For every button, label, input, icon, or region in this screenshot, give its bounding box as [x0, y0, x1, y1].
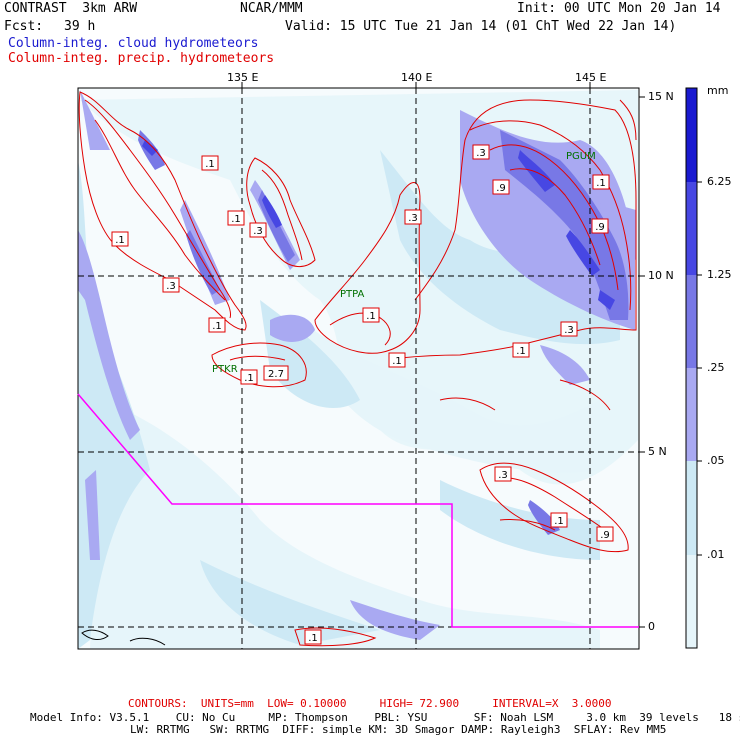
cloud-field-dark	[142, 140, 615, 310]
lat-tick-10n: 10 N	[648, 269, 674, 282]
contour-labels: .1 .1 .1 .3 .3 .1 .1 .1 2.7 .1 .3 .1 .9 .3 .9 .1 .3 .3 .1.…	[111, 144, 614, 645]
contour-label-box	[560, 321, 578, 337]
map-frame	[77, 87, 640, 650]
contour-label-box	[240, 369, 258, 385]
axis-ticks	[241, 82, 645, 628]
lat-tick-15n: 15 N	[648, 90, 674, 103]
contour-label-box	[263, 365, 289, 381]
valid-time: Valid: 15 UTC Tue 21 Jan 14 (01 ChT Wed …	[285, 19, 677, 34]
colorbar-label: 6.25	[707, 175, 732, 188]
contour-label-box	[492, 179, 510, 195]
contour-label-box	[472, 144, 490, 160]
colorbar-segment	[686, 88, 697, 182]
contour-label: .1	[115, 235, 125, 246]
contour-label-box	[249, 222, 267, 238]
init-time: Init: 00 UTC Mon 20 Jan 14	[517, 1, 721, 16]
field-precip-label: Column-integ. precip. hydrometeors	[8, 51, 275, 66]
contour-label: .3	[476, 148, 486, 159]
lat-tick-5n: 5 N	[648, 445, 667, 458]
station-label: PTPA	[340, 289, 365, 300]
contour-label: .1	[554, 516, 564, 527]
contour-label: .1	[231, 214, 241, 225]
contour-label: 2.7	[268, 369, 284, 380]
cloud-field-lavender	[78, 90, 636, 640]
org-label: NCAR/MMM	[240, 1, 303, 16]
contour-label: .1	[244, 373, 254, 384]
contour-label: .1	[308, 633, 318, 644]
contour-label-box	[550, 512, 568, 528]
contour-label-box	[201, 155, 219, 171]
model-info-line1: Model Info: V3.5.1 CU: No Cu MP: Thompso…	[30, 711, 740, 724]
colorbar-segment	[686, 461, 697, 555]
contour-label-box	[494, 466, 512, 482]
contour-label-box	[162, 277, 180, 293]
precip-contours	[78, 91, 637, 647]
map-field-layer	[78, 88, 639, 649]
contour-label: .1	[366, 311, 376, 322]
station-label: PTKR	[212, 364, 238, 375]
colorbar-segment	[686, 182, 697, 275]
contour-label: .3	[498, 470, 508, 481]
colorbar-label: 1.25	[707, 268, 732, 281]
contour-label-box	[388, 352, 406, 368]
forecast-label: Fcst:	[4, 19, 44, 34]
colorbar-label: .01	[707, 548, 725, 561]
contour-label: .3	[253, 226, 263, 237]
contour-info: CONTOURS: UNITS=mm LOW= 0.10000 HIGH= 72…	[128, 697, 612, 710]
model-info-line2: LW: RRTMG SW: RRTMG DIFF: simple KM: 3D …	[130, 723, 667, 736]
forecast-hour: 39 h	[64, 19, 96, 34]
station-label: PGUM	[566, 151, 596, 162]
contour-label: .1	[212, 321, 222, 332]
contour-label-box	[591, 218, 609, 234]
lon-tick-135: 135 E	[227, 71, 259, 84]
contour-label-box	[512, 342, 530, 358]
contour-label-box	[208, 317, 226, 333]
colorbar-label: .25	[707, 361, 725, 374]
contour-label-box	[111, 231, 129, 247]
colorbar-ticks	[697, 181, 702, 556]
lat-lon-grid	[78, 88, 639, 649]
coastline	[81, 629, 166, 646]
contour-label-box	[362, 307, 380, 323]
colorbar-label: .05	[707, 454, 725, 467]
colorbar	[686, 88, 697, 648]
field-cloud-label: Column-integ. cloud hydrometeors	[8, 36, 259, 51]
contour-label: .3	[166, 281, 176, 292]
contour-label: .1	[596, 178, 606, 189]
colorbar-unit: mm	[707, 84, 729, 97]
contour-label: .1	[516, 346, 526, 357]
contour-label: .3	[564, 325, 574, 336]
contour-label: .9	[600, 530, 610, 541]
colorbar-segment	[686, 368, 697, 461]
lon-tick-140: 140 E	[401, 71, 433, 84]
contour-label-box	[596, 526, 614, 542]
contour-label-box	[592, 174, 610, 190]
contour-label-box	[304, 629, 322, 645]
lat-tick-0: 0	[648, 620, 655, 633]
contour-label: .9	[496, 183, 506, 194]
contour-label: .1	[205, 159, 215, 170]
contour-label-box	[227, 210, 245, 226]
contour-label-box	[404, 209, 422, 225]
contour-label: .3	[408, 213, 418, 224]
lon-tick-145: 145 E	[575, 71, 607, 84]
contour-label: .9	[595, 222, 605, 233]
model-title: CONTRAST 3km ARW	[4, 1, 138, 16]
domain-boundary	[77, 393, 639, 628]
colorbar-segment	[686, 555, 697, 648]
contour-label: .1	[392, 356, 402, 367]
colorbar-segment	[686, 275, 697, 368]
